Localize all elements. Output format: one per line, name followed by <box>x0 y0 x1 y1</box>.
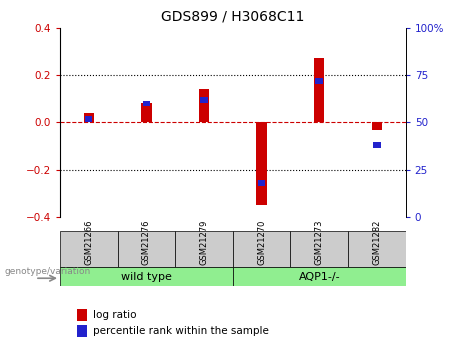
Text: GSM21276: GSM21276 <box>142 220 151 265</box>
Bar <box>85 116 93 122</box>
Bar <box>372 122 382 130</box>
Text: GSM21279: GSM21279 <box>200 220 208 265</box>
Text: log ratio: log ratio <box>93 309 136 319</box>
Bar <box>77 325 87 337</box>
Bar <box>175 231 233 267</box>
Bar <box>60 267 233 286</box>
Bar <box>258 180 266 186</box>
Bar <box>233 267 406 286</box>
Bar <box>314 58 325 122</box>
Bar <box>373 142 381 148</box>
Bar <box>348 231 406 267</box>
Bar <box>141 104 152 122</box>
Text: AQP1-/-: AQP1-/- <box>298 272 340 282</box>
Text: GSM21266: GSM21266 <box>84 220 93 265</box>
Text: genotype/variation: genotype/variation <box>5 267 91 276</box>
Bar <box>118 231 175 267</box>
Bar <box>256 122 267 206</box>
Text: GSM21282: GSM21282 <box>372 220 381 265</box>
Text: wild type: wild type <box>121 272 172 282</box>
Text: GSM21273: GSM21273 <box>315 220 324 265</box>
Text: GSM21270: GSM21270 <box>257 220 266 265</box>
Bar <box>290 231 348 267</box>
Bar <box>83 113 94 122</box>
Title: GDS899 / H3068C11: GDS899 / H3068C11 <box>161 10 305 24</box>
Bar <box>199 89 209 122</box>
Bar <box>77 309 87 321</box>
Bar <box>142 100 150 107</box>
Bar <box>200 97 208 103</box>
Bar <box>233 231 290 267</box>
Bar <box>60 231 118 267</box>
Bar <box>315 78 323 84</box>
Text: percentile rank within the sample: percentile rank within the sample <box>93 326 269 336</box>
